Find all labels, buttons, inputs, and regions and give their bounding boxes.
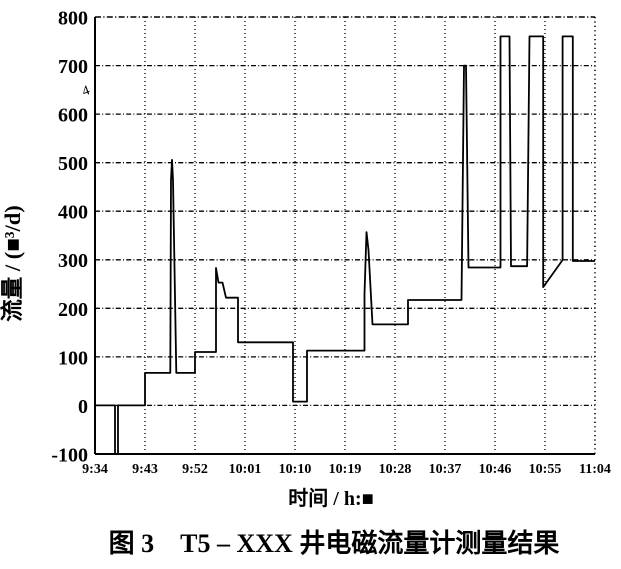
svg-text:流量 / (■³/d): 流量 / (■³/d) — [0, 205, 25, 322]
svg-text:9:43: 9:43 — [132, 462, 158, 477]
svg-text:10:01: 10:01 — [229, 462, 262, 477]
svg-text:800: 800 — [58, 8, 88, 30]
svg-text:11:04: 11:04 — [579, 462, 611, 477]
svg-text:9:52: 9:52 — [182, 462, 208, 477]
svg-text:100: 100 — [58, 347, 88, 369]
svg-text:600: 600 — [58, 105, 88, 127]
svg-text:0: 0 — [78, 396, 88, 418]
svg-text:200: 200 — [58, 299, 88, 321]
svg-text:时间 / h:■: 时间 / h:■ — [288, 487, 373, 510]
svg-text:10:46: 10:46 — [479, 462, 512, 477]
svg-text:10:10: 10:10 — [279, 462, 312, 477]
svg-text:10:37: 10:37 — [429, 462, 462, 477]
svg-text:300: 300 — [58, 250, 88, 272]
svg-text:10:19: 10:19 — [329, 462, 362, 477]
svg-text:9:34: 9:34 — [82, 462, 108, 477]
svg-text:700: 700 — [58, 56, 88, 78]
svg-text:400: 400 — [58, 202, 88, 224]
svg-text:图 3 T5 – XXX 井电磁流量计测量结果: 图 3 T5 – XXX 井电磁流量计测量结果 — [109, 528, 560, 558]
svg-text:500: 500 — [58, 153, 88, 175]
svg-text:10:28: 10:28 — [379, 462, 412, 477]
svg-text:10:55: 10:55 — [529, 462, 562, 477]
